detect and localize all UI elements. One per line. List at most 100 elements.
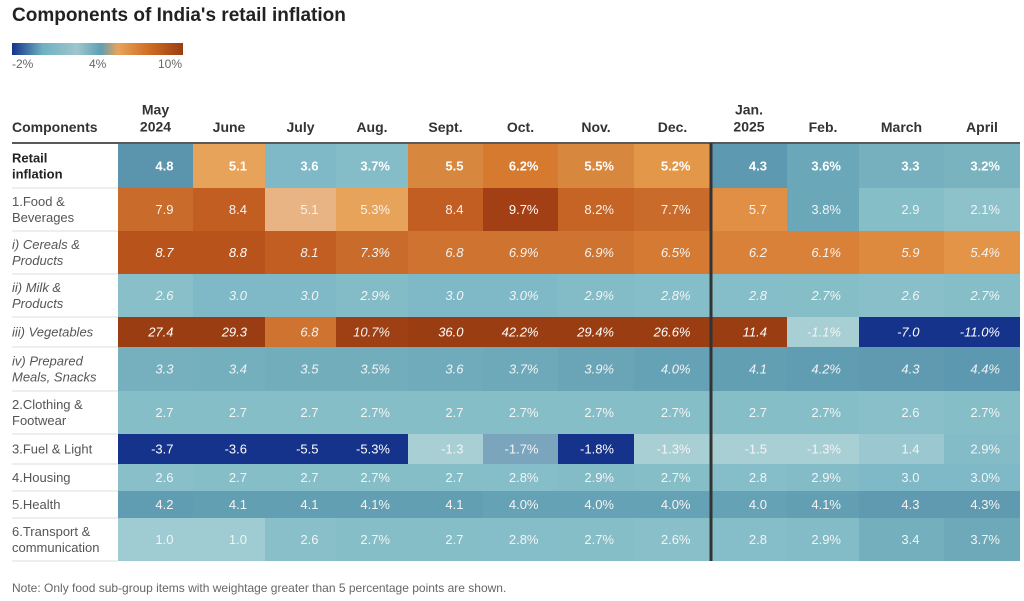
- cell-value: 4.2%: [811, 362, 841, 377]
- heatmap-cell: [408, 274, 483, 317]
- heatmap-cell: [118, 518, 193, 561]
- heatmap-cell: [118, 144, 193, 188]
- heatmap-cell: [859, 491, 944, 518]
- cell-value: 6.5%: [661, 245, 691, 260]
- cell-value: 2.7%: [661, 470, 691, 485]
- legend-max-label: 10%: [158, 57, 183, 71]
- cell-value: 4.0: [749, 497, 767, 512]
- cell-value: 1.0: [155, 532, 173, 547]
- column-header: Sept.: [428, 119, 462, 135]
- cell-value: 6.8: [300, 325, 319, 340]
- heatmap-cell: [634, 464, 711, 491]
- cell-value: 2.6: [900, 288, 920, 303]
- cell-value: 4.3: [901, 497, 919, 512]
- heatmap-cell: [193, 391, 265, 434]
- heatmap-cell: [944, 188, 1020, 231]
- heatmap-cell: [265, 391, 336, 434]
- cell-value: -1.3: [441, 442, 463, 457]
- cell-value: 2.7%: [810, 288, 841, 303]
- heatmap-cell: [483, 274, 558, 317]
- cell-value: 6.8: [445, 245, 464, 260]
- row-header-label: Components: [12, 119, 98, 135]
- cell-value: 4.3%: [970, 497, 1000, 512]
- cell-value: -11.0%: [960, 325, 1000, 340]
- column-header: July: [286, 119, 314, 135]
- heatmap-cell: [787, 464, 859, 491]
- cell-value: 6.2: [749, 245, 768, 260]
- cell-value: 5.9: [901, 245, 919, 260]
- heatmap-cell: [558, 231, 634, 274]
- heatmap-cell: [859, 347, 944, 391]
- cell-value: 2.8%: [660, 288, 691, 303]
- heatmap-cell: [944, 144, 1020, 188]
- column-header: Nov.: [581, 119, 610, 135]
- cell-value: 2.8: [749, 470, 767, 485]
- cell-value: 2.6: [155, 470, 173, 485]
- cell-value: 2.9%: [970, 442, 1000, 457]
- heatmap-cell: [408, 317, 483, 347]
- heatmap-cell: [118, 231, 193, 274]
- cell-value: 8.1: [300, 245, 318, 260]
- cell-value: 6.2%: [509, 159, 539, 174]
- cell-value: 2.6: [300, 532, 318, 547]
- heatmap-cell: [483, 317, 558, 347]
- row-label: 6.Transport & communication: [12, 524, 99, 555]
- cell-value: 8.4: [229, 202, 247, 217]
- heatmap-cell: [787, 518, 859, 561]
- heatmap-cell: [944, 464, 1020, 491]
- heatmap-cell: [483, 491, 558, 518]
- cell-value: 3.0: [300, 288, 319, 303]
- cell-value: -7.0: [897, 325, 920, 340]
- heatmap-cell: [711, 434, 787, 464]
- heatmap-cell: [787, 231, 859, 274]
- cell-value: 2.1%: [970, 202, 1000, 217]
- cell-value: 11.4: [743, 325, 767, 340]
- cell-value: 4.1: [445, 497, 463, 512]
- cell-value: 2.8%: [509, 532, 539, 547]
- heatmap-cell: [944, 391, 1020, 434]
- heatmap-cell: [118, 434, 193, 464]
- heatmap-cell: [634, 434, 711, 464]
- cell-value: 2.7: [445, 532, 463, 547]
- heatmap-cell: [787, 491, 859, 518]
- cell-value: 9.7%: [509, 202, 539, 217]
- heatmap-cell: [944, 518, 1020, 561]
- heatmap-cell: [265, 464, 336, 491]
- cell-value: 2.7: [300, 470, 318, 485]
- cell-value: 6.9%: [509, 245, 539, 260]
- cell-value: 8.4: [445, 202, 463, 217]
- cell-value: 36.0: [438, 325, 464, 340]
- cell-value: 3.6: [300, 159, 318, 174]
- cell-value: 4.2: [155, 497, 173, 512]
- heatmap-cell: [634, 188, 711, 231]
- heatmap-cell: [265, 434, 336, 464]
- heatmap-cell: [336, 274, 408, 317]
- heatmap-cell: [193, 274, 265, 317]
- cell-value: 5.5%: [584, 159, 614, 174]
- cell-value: 8.8: [229, 245, 248, 260]
- cell-value: -5.5: [296, 442, 318, 457]
- cell-value: 2.6: [901, 405, 919, 420]
- heatmap-cell: [859, 188, 944, 231]
- heatmap-cell: [118, 491, 193, 518]
- heatmap-cell: [634, 231, 711, 274]
- heatmap-cell: [265, 347, 336, 391]
- column-header: Oct.: [507, 119, 534, 135]
- cell-value: 2.9: [901, 202, 919, 217]
- cell-value: 2.7%: [509, 405, 539, 420]
- heatmap-cell: [336, 391, 408, 434]
- cell-value: 7.9: [155, 202, 173, 217]
- heatmap-cell: [483, 434, 558, 464]
- cell-value: 2.9%: [359, 288, 390, 303]
- heatmap-cell: [483, 231, 558, 274]
- cell-value: 5.5: [445, 159, 463, 174]
- heatmap-cell: [265, 231, 336, 274]
- cell-value: 2.7: [300, 405, 318, 420]
- heatmap-cell: [118, 317, 193, 347]
- cell-value: 4.0%: [661, 497, 691, 512]
- row-label: 4.Housing: [12, 470, 71, 485]
- heatmap-cell: [483, 518, 558, 561]
- color-scale-legend: [12, 43, 183, 55]
- heatmap-cell: [944, 317, 1020, 347]
